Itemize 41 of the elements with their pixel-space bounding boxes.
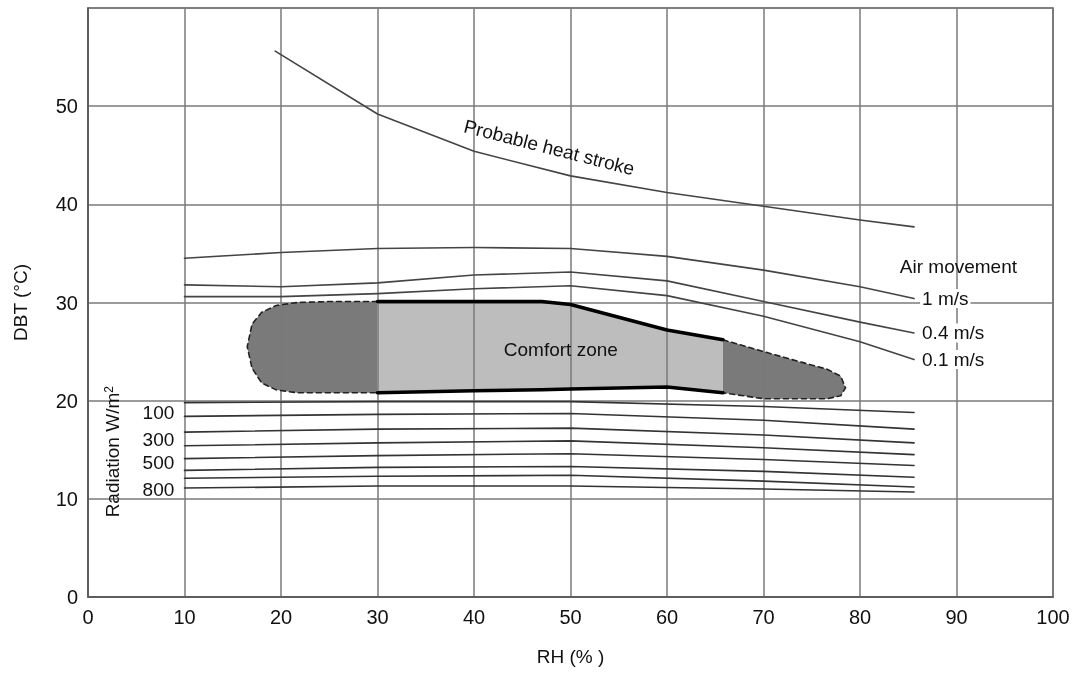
x-tick-label: 20	[269, 606, 293, 628]
line-series	[375, 299, 725, 342]
line-series	[183, 440, 915, 456]
series-label: 1 m/s	[922, 288, 969, 310]
line-series	[183, 465, 915, 479]
y-tick-label: 10	[55, 487, 78, 510]
line-series	[183, 427, 915, 444]
line-series	[183, 285, 915, 361]
annotation: 500	[142, 452, 175, 474]
annotation: Air movement	[899, 255, 1018, 277]
x-tick-label: 60	[655, 606, 679, 628]
x-tick-label: 40	[462, 606, 486, 628]
y-tick-label: 20	[55, 389, 78, 412]
line-series	[183, 412, 915, 430]
x-tick-label: 10	[173, 606, 196, 628]
line-series	[274, 50, 915, 228]
annotation: 800	[142, 478, 175, 500]
x-tick-label: 80	[848, 606, 872, 628]
y-tick-label: 30	[55, 291, 78, 314]
y-tick-label: 50	[55, 95, 78, 118]
annotation: Radiation W/m2	[101, 385, 123, 518]
line-series	[183, 271, 915, 334]
annotation: 100	[142, 401, 175, 423]
series-label: 0.4 m/s	[922, 322, 985, 344]
x-tick-label: 0	[82, 606, 94, 628]
series-label: 0.1 m/s	[922, 348, 985, 370]
line-series	[183, 474, 915, 488]
x-tick-label: 90	[945, 606, 968, 628]
x-tick-label: 50	[559, 606, 582, 628]
annotation: Probable heat stroke	[461, 115, 637, 180]
y-axis-title: DBT (°C)	[10, 264, 31, 341]
x-tick-label: 30	[366, 606, 389, 628]
line-series	[183, 400, 915, 414]
x-tick-label: 70	[752, 606, 775, 628]
x-axis-title: RH (% )	[536, 646, 605, 667]
y-tick-label: 40	[55, 193, 78, 216]
annotation: Comfort zone	[503, 339, 618, 361]
annotation: 300	[142, 429, 175, 451]
line-series	[183, 452, 915, 467]
x-tick-label: 100	[1036, 606, 1070, 628]
y-tick-label: 0	[66, 586, 78, 608]
